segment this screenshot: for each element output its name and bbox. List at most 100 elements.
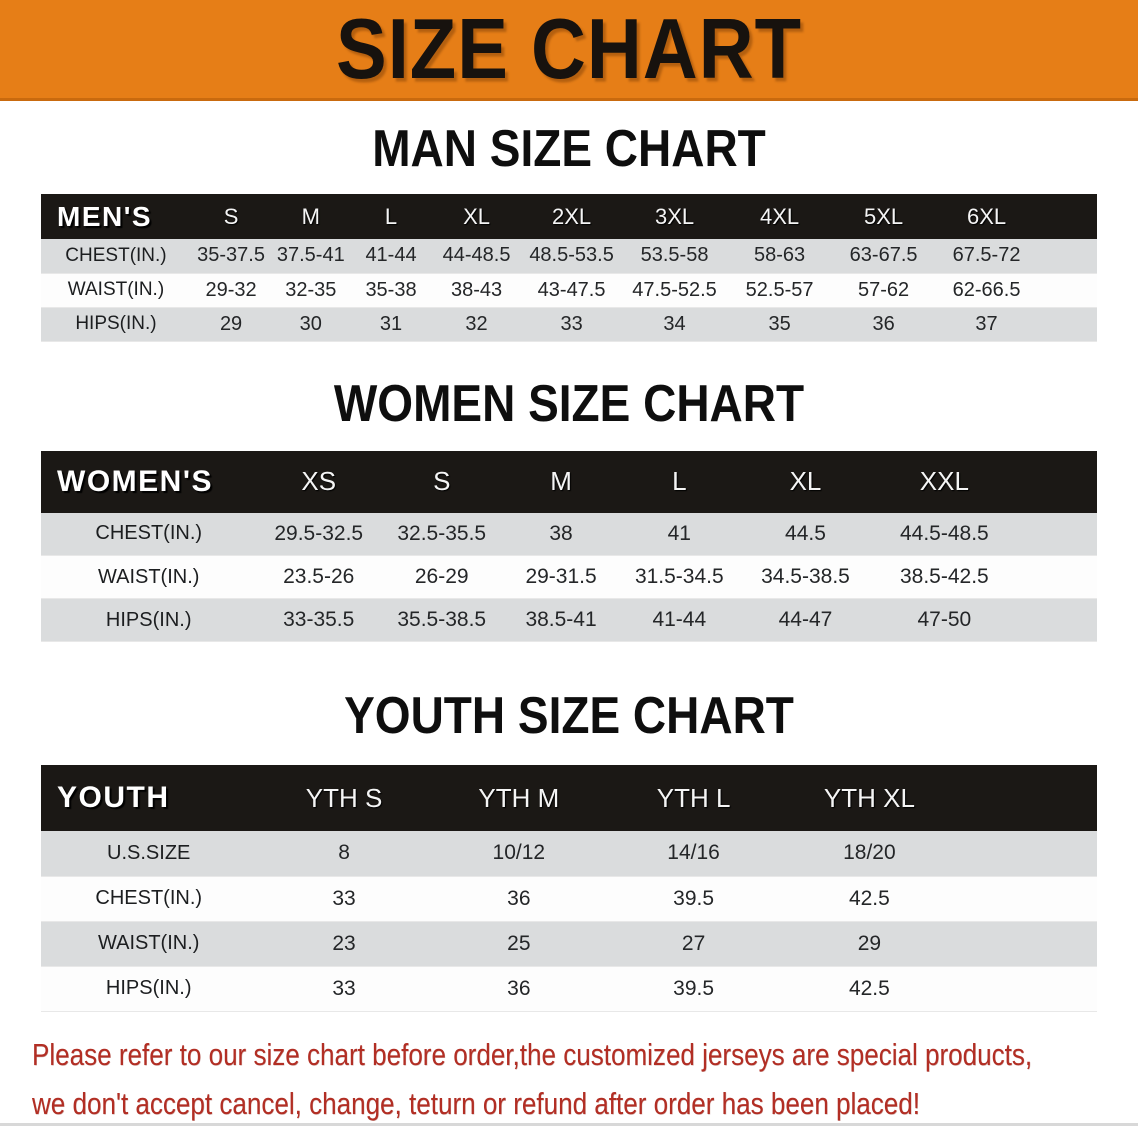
size-column-header: S xyxy=(223,203,239,229)
measure-value: 44.5 xyxy=(785,521,826,545)
youth-size-table: YOUTH YTH S YTH M YTH L YTH XL U.S.SIZE 8 10/12… xyxy=(41,765,1097,1012)
measure-value: 36 xyxy=(872,312,895,335)
size-column-header: L xyxy=(384,203,398,229)
size-column-header: M xyxy=(550,466,572,496)
measure-value: 29.5-32.5 xyxy=(274,521,364,545)
size-header-row: YOUTH YTH S YTH M YTH L YTH XL xyxy=(41,765,1097,831)
size-column-header: 4XL xyxy=(760,203,800,229)
measure-value: 33 xyxy=(332,976,356,1000)
measure-value: 36 xyxy=(507,886,531,910)
table-title: WOMEN'S xyxy=(57,464,213,498)
measure-value: 29 xyxy=(219,312,243,335)
measure-value: 25 xyxy=(507,931,531,955)
measure-value: 44-48.5 xyxy=(442,244,511,267)
measure-value: 67.5-72 xyxy=(952,244,1021,267)
header-filler xyxy=(1017,451,1097,513)
men-section: MAN SIZE CHART MEN'S S M L XL 2XL 3XL 4XL 5XL 6XL… xyxy=(0,119,1138,342)
measure-row: CHEST(IN.) 35-37.5 37.5-41 41-44 44-48.5 48.5… xyxy=(41,239,1097,273)
measure-label: WAIST(IN.) xyxy=(67,279,165,300)
men-section-heading: MAN SIZE CHART xyxy=(0,119,1138,177)
men-heading-text: MAN SIZE CHART xyxy=(372,118,766,178)
size-column-header: XXL xyxy=(919,466,969,496)
measure-value: 26-29 xyxy=(414,565,469,588)
measure-value: 38-43 xyxy=(450,278,503,301)
measure-value: 29-31.5 xyxy=(525,565,597,588)
men-size-table: MEN'S S M L XL 2XL 3XL 4XL 5XL 6XL CHEST(IN.) 35-37… xyxy=(41,194,1097,342)
measure-value: 33-35.5 xyxy=(283,608,355,631)
row-filler xyxy=(958,921,1097,966)
measure-value: 36 xyxy=(507,976,531,1000)
size-column-header: XL xyxy=(463,203,490,229)
measure-value: 37.5-41 xyxy=(276,244,345,267)
disclaimer: Please refer to our size chart before or… xyxy=(32,1030,1138,1128)
table-title: MEN'S xyxy=(57,200,153,232)
header-filler xyxy=(958,765,1097,831)
measure-value: 38.5-42.5 xyxy=(899,565,989,588)
measure-row: CHEST(IN.) 29.5-32.5 32.5-35.5 38 41 44.5 44.5… xyxy=(41,512,1097,556)
measure-value: 31 xyxy=(379,312,403,335)
measure-label: HIPS(IN.) xyxy=(105,977,192,999)
size-column-header: 3XL xyxy=(654,203,695,229)
size-column-header: YTH M xyxy=(478,782,560,813)
measure-label: HIPS(IN.) xyxy=(105,608,192,631)
table-title: YOUTH xyxy=(57,781,170,814)
measure-label: CHEST(IN.) xyxy=(95,522,203,545)
measure-value: 57-62 xyxy=(858,278,910,301)
banner: SIZE CHART xyxy=(0,0,1138,101)
measure-value: 8 xyxy=(338,841,350,865)
row-filler xyxy=(1017,556,1097,599)
measure-label: WAIST(IN.) xyxy=(97,565,200,588)
measure-row: HIPS(IN.) 33-35.5 35.5-38.5 38.5-41 41-44 44-… xyxy=(41,598,1097,642)
measure-value: 41-44 xyxy=(652,608,707,631)
measure-value: 58-63 xyxy=(754,244,806,267)
header-filler xyxy=(1038,194,1097,239)
row-filler xyxy=(1017,599,1097,642)
measure-label: HIPS(IN.) xyxy=(75,313,157,334)
measure-value: 34 xyxy=(663,312,686,335)
measure-row: CHEST(IN.) 33 36 39.5 42.5 xyxy=(41,876,1097,921)
row-filler xyxy=(1017,513,1097,556)
row-filler xyxy=(1038,239,1097,273)
measure-value: 33 xyxy=(560,312,583,335)
women-size-table: WOMEN'S XS S M L XL XXL CHEST(IN.) 29.5-32.5 32.5… xyxy=(41,450,1097,643)
measure-value: 38.5-41 xyxy=(525,608,597,631)
size-header-row: WOMEN'S XS S M L XL XXL xyxy=(41,450,1097,513)
youth-heading-text: YOUTH SIZE CHART xyxy=(344,685,794,745)
measure-value: 42.5 xyxy=(848,886,890,910)
measure-value: 47.5-52.5 xyxy=(632,278,717,301)
measure-value: 32.5-35.5 xyxy=(397,521,487,545)
measure-value: 41-44 xyxy=(365,244,417,267)
size-column-header: XL xyxy=(789,466,822,496)
measure-value: 35-37.5 xyxy=(197,244,265,267)
size-column-header: 5XL xyxy=(864,203,904,229)
measure-value: 53.5-58 xyxy=(640,244,709,267)
measure-label: CHEST(IN.) xyxy=(95,887,203,909)
size-column-header: YTH XL xyxy=(823,782,915,813)
row-filler xyxy=(958,966,1097,1011)
size-column-header: M xyxy=(301,203,320,229)
measure-row: WAIST(IN.) 29-32 32-35 35-38 38-43 43-47.5 47.… xyxy=(41,273,1097,307)
page-title: SIZE CHART xyxy=(336,1,802,97)
measure-row: WAIST(IN.) 23.5-26 26-29 29-31.5 31.5-34.5 34… xyxy=(41,555,1097,599)
measure-value: 32 xyxy=(465,312,488,335)
size-column-header: L xyxy=(672,466,687,496)
measure-value: 44-47 xyxy=(778,608,833,631)
measure-row: U.S.SIZE 8 10/12 14/16 18/20 xyxy=(41,831,1097,876)
measure-row: HIPS(IN.) 33 36 39.5 42.5 xyxy=(41,966,1097,1011)
measure-value: 42.5 xyxy=(848,976,890,1000)
measure-value: 44.5-48.5 xyxy=(899,521,989,545)
measure-value: 10/12 xyxy=(492,841,546,865)
measure-value: 47-50 xyxy=(917,608,972,631)
measure-value: 62-66.5 xyxy=(952,278,1021,301)
row-filler xyxy=(1038,307,1097,341)
measure-value: 35 xyxy=(768,312,791,335)
size-column-header: S xyxy=(433,466,451,496)
row-filler xyxy=(1038,273,1097,307)
youth-section-heading: YOUTH SIZE CHART xyxy=(0,686,1138,744)
women-section-heading: WOMEN SIZE CHART xyxy=(0,373,1138,431)
measure-value: 29-32 xyxy=(205,278,257,301)
measure-value: 31.5-34.5 xyxy=(634,565,724,588)
measure-value: 52.5-57 xyxy=(745,278,814,301)
measure-value: 27 xyxy=(681,931,706,955)
measure-value: 35.5-38.5 xyxy=(397,608,487,631)
